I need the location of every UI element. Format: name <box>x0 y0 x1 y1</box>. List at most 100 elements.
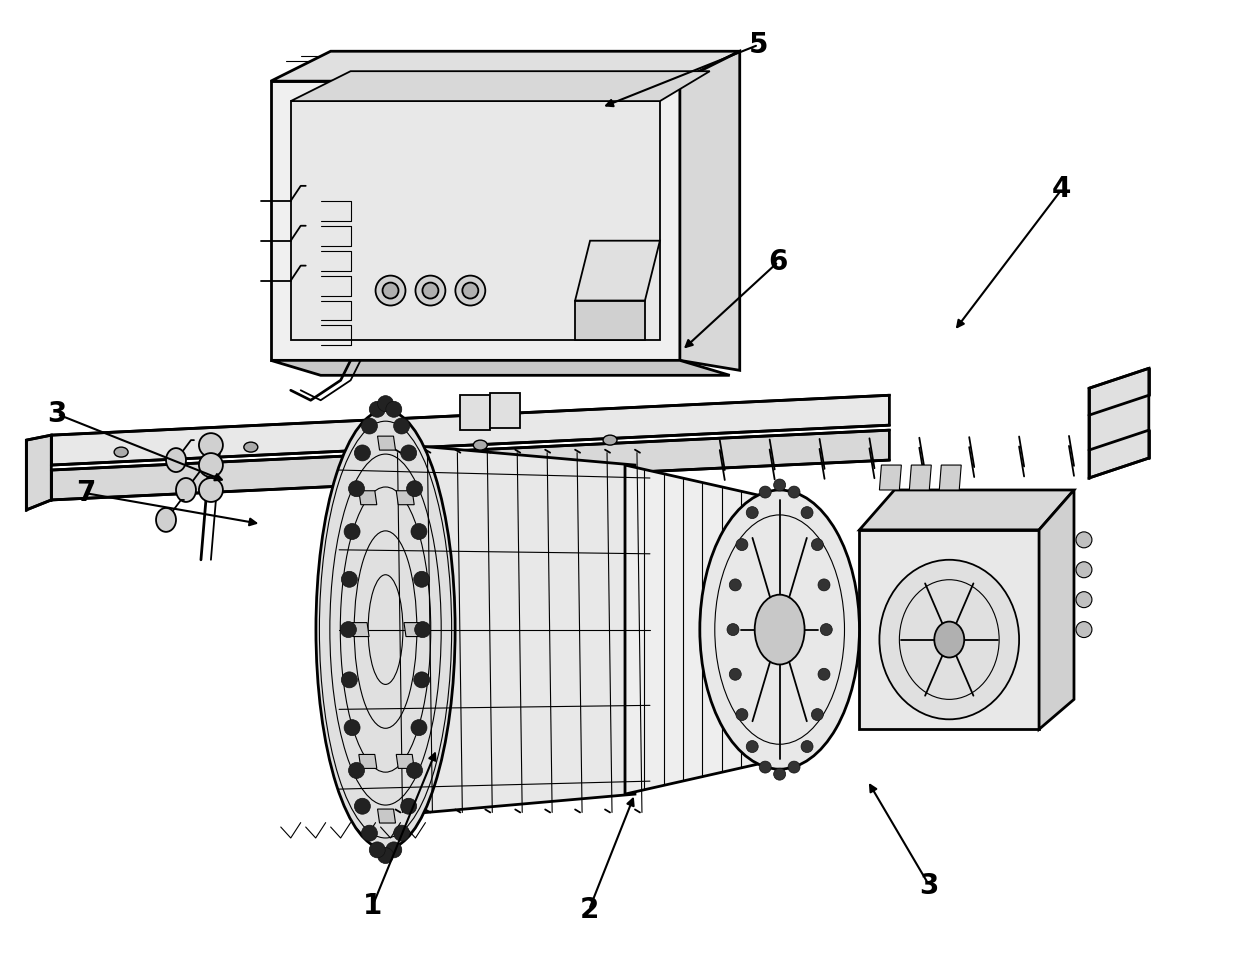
Ellipse shape <box>377 847 393 864</box>
Polygon shape <box>358 490 377 505</box>
Ellipse shape <box>746 507 758 518</box>
Ellipse shape <box>879 560 1019 719</box>
Ellipse shape <box>463 282 479 299</box>
Ellipse shape <box>348 481 365 497</box>
Polygon shape <box>377 436 396 450</box>
Polygon shape <box>351 623 370 636</box>
Ellipse shape <box>345 523 360 540</box>
Polygon shape <box>51 396 889 465</box>
Ellipse shape <box>818 579 830 591</box>
Ellipse shape <box>811 709 823 720</box>
Polygon shape <box>404 623 422 636</box>
Ellipse shape <box>382 282 398 299</box>
Ellipse shape <box>361 418 377 434</box>
Polygon shape <box>939 465 961 490</box>
Polygon shape <box>290 72 709 102</box>
Ellipse shape <box>414 672 430 688</box>
Polygon shape <box>270 361 730 375</box>
Ellipse shape <box>244 442 258 453</box>
Ellipse shape <box>407 481 423 497</box>
Ellipse shape <box>1076 562 1092 577</box>
Ellipse shape <box>386 842 402 858</box>
Polygon shape <box>680 51 740 370</box>
Ellipse shape <box>198 478 223 502</box>
Ellipse shape <box>355 445 371 461</box>
Ellipse shape <box>355 798 371 814</box>
Text: 7: 7 <box>76 479 95 507</box>
Ellipse shape <box>316 410 455 849</box>
Polygon shape <box>397 490 414 505</box>
Ellipse shape <box>759 486 771 498</box>
Ellipse shape <box>341 571 357 587</box>
Text: 6: 6 <box>769 248 789 276</box>
Polygon shape <box>859 530 1039 729</box>
Polygon shape <box>859 490 1074 530</box>
Polygon shape <box>575 241 660 301</box>
Ellipse shape <box>348 762 365 778</box>
Ellipse shape <box>811 539 823 550</box>
Ellipse shape <box>801 507 813 518</box>
Ellipse shape <box>727 624 739 635</box>
Ellipse shape <box>801 741 813 752</box>
Ellipse shape <box>361 825 377 841</box>
Ellipse shape <box>774 768 786 780</box>
Text: 3: 3 <box>47 400 67 428</box>
Ellipse shape <box>774 479 786 491</box>
Ellipse shape <box>818 668 830 680</box>
Polygon shape <box>460 396 490 430</box>
Ellipse shape <box>401 798 417 814</box>
Ellipse shape <box>198 454 223 477</box>
Ellipse shape <box>455 276 485 306</box>
Ellipse shape <box>1076 532 1092 548</box>
Polygon shape <box>490 394 521 428</box>
Polygon shape <box>1089 368 1148 478</box>
Ellipse shape <box>474 440 487 450</box>
Ellipse shape <box>176 478 196 502</box>
Text: 2: 2 <box>579 895 599 923</box>
Ellipse shape <box>370 842 386 858</box>
Ellipse shape <box>401 445 417 461</box>
Ellipse shape <box>746 741 758 752</box>
Ellipse shape <box>729 668 742 680</box>
Ellipse shape <box>1076 622 1092 637</box>
Ellipse shape <box>166 448 186 472</box>
Text: 3: 3 <box>920 871 939 899</box>
Ellipse shape <box>377 396 393 412</box>
Polygon shape <box>26 435 51 510</box>
Ellipse shape <box>415 276 445 306</box>
Ellipse shape <box>729 579 742 591</box>
Ellipse shape <box>410 523 427 540</box>
Ellipse shape <box>735 709 748 720</box>
Ellipse shape <box>114 447 128 457</box>
Polygon shape <box>397 754 414 769</box>
Ellipse shape <box>345 719 360 736</box>
Text: 4: 4 <box>1052 175 1071 203</box>
Ellipse shape <box>410 719 427 736</box>
Ellipse shape <box>789 486 800 498</box>
Text: 1: 1 <box>363 892 382 920</box>
Ellipse shape <box>1076 592 1092 607</box>
Ellipse shape <box>934 622 965 658</box>
Ellipse shape <box>755 595 805 664</box>
Ellipse shape <box>386 401 402 418</box>
Ellipse shape <box>376 276 405 306</box>
Ellipse shape <box>198 433 223 457</box>
Polygon shape <box>1039 490 1074 729</box>
Polygon shape <box>909 465 931 490</box>
Polygon shape <box>879 465 901 490</box>
Polygon shape <box>51 430 889 500</box>
Ellipse shape <box>407 762 423 778</box>
Polygon shape <box>386 443 635 816</box>
Ellipse shape <box>341 622 356 637</box>
Ellipse shape <box>370 401 386 418</box>
Text: 5: 5 <box>749 31 769 59</box>
Polygon shape <box>270 81 680 361</box>
Polygon shape <box>358 754 377 769</box>
Ellipse shape <box>341 672 357 688</box>
Ellipse shape <box>699 490 859 769</box>
Ellipse shape <box>156 508 176 532</box>
Ellipse shape <box>759 761 771 773</box>
Ellipse shape <box>393 825 409 841</box>
Polygon shape <box>575 301 645 340</box>
Ellipse shape <box>603 435 618 445</box>
